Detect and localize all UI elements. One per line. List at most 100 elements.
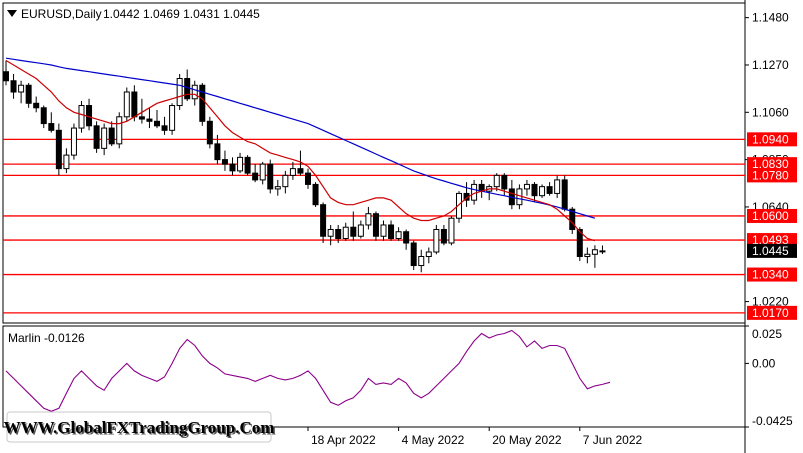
bull-candle — [342, 226, 349, 239]
bear-candle — [312, 183, 319, 206]
bull-candle — [584, 253, 591, 258]
bear-candle — [569, 208, 576, 230]
bear-candle — [531, 183, 538, 197]
price-tick-label: 1.0220 — [752, 295, 789, 309]
bull-candle — [259, 163, 266, 181]
watermark-text: WWW.GlobalFXTradingGroup.Com — [4, 418, 275, 437]
time-tick-label: 4 May 2022 — [402, 433, 465, 447]
level-tag-label: 1.0940 — [752, 132, 789, 146]
bull-candle — [169, 105, 176, 131]
bear-candle — [108, 127, 115, 145]
level-tag — [747, 305, 797, 320]
time-axis: 18 Apr 2022 4 May 2022 20 May 2022 7 Jun 20… — [307, 427, 643, 447]
bear-candle — [388, 224, 395, 239]
moving-averages — [5, 57, 596, 242]
bull-candle — [123, 91, 130, 118]
ohlc-readout: 1.0442 1.0469 1.0431 1.0445 — [103, 7, 260, 21]
bull-candle — [425, 251, 432, 258]
level-tag-label: 1.0340 — [752, 268, 789, 282]
bear-candle — [48, 123, 55, 131]
bull-candle — [289, 168, 296, 176]
bear-candle — [320, 204, 327, 237]
bear-candle — [33, 102, 40, 109]
time-tick-label: 18 Apr 2022 — [311, 433, 376, 447]
level-tag-label: 1.0780 — [752, 168, 789, 182]
bull-candle — [448, 217, 455, 244]
level-tag-label: 1.0830 — [752, 157, 789, 171]
bear-candle — [55, 129, 62, 170]
watermark-box — [6, 411, 272, 443]
level-tag — [747, 267, 797, 282]
level-tag — [747, 208, 797, 223]
bear-candle — [131, 91, 138, 118]
bear-candle — [410, 242, 417, 267]
bear-candle — [403, 231, 410, 244]
bull-candle — [456, 192, 462, 219]
bear-candle — [372, 213, 379, 237]
bear-candle — [350, 226, 357, 237]
bull-candle — [274, 186, 281, 190]
bull-candle — [116, 116, 123, 145]
bear-candle — [576, 228, 583, 258]
fast-moving-average-line — [5, 59, 596, 242]
level-tag — [747, 233, 797, 248]
level-tag-label: 1.0493 — [752, 233, 789, 247]
price-tick-label: 1.1270 — [752, 58, 789, 72]
level-tag — [747, 157, 797, 172]
bear-candle — [297, 168, 304, 174]
bull-candle — [70, 127, 77, 156]
bull-candle — [539, 186, 546, 197]
level-tag — [747, 132, 797, 147]
bull-candle — [380, 224, 387, 237]
bear-candle — [501, 174, 508, 190]
indicator-tick-label: 0.025 — [752, 327, 782, 341]
current-price-label: 1.0445 — [752, 244, 789, 258]
bear-candle — [546, 186, 553, 194]
bear-candle — [10, 80, 17, 93]
bull-candle — [493, 174, 500, 188]
bull-candle — [63, 154, 70, 170]
price-tick-label: 1.1480 — [752, 11, 789, 25]
bull-candle — [365, 213, 372, 226]
bull-candle — [237, 156, 244, 172]
bull-candle — [191, 84, 198, 100]
marlin-line — [5, 329, 611, 412]
bull-candle — [433, 228, 440, 253]
bear-candle — [93, 125, 100, 149]
bear-candle — [214, 143, 221, 161]
bear-candle — [305, 172, 311, 185]
bull-candle — [357, 224, 364, 237]
bear-candle — [221, 159, 228, 165]
bull-candle — [591, 249, 598, 255]
candlesticks — [3, 60, 606, 273]
bear-candle — [267, 163, 274, 190]
bear-candle — [146, 118, 153, 122]
level-tag-label: 1.0170 — [752, 306, 789, 320]
bear-candle — [229, 163, 236, 172]
bear-candle — [199, 84, 206, 122]
indicator-tick-label: -0.0425 — [752, 414, 793, 428]
bear-candle — [154, 120, 160, 127]
bull-candle — [395, 231, 402, 239]
bear-candle — [335, 228, 342, 239]
bear-candle — [3, 71, 9, 82]
price-tick-label: 1.1060 — [752, 105, 789, 119]
marlin-indicator-pane[interactable]: 0.025 0.00 -0.0425 — [2, 325, 793, 428]
bull-candle — [176, 77, 183, 107]
chart-menu-triangle-icon[interactable] — [7, 10, 17, 17]
bear-candle — [252, 172, 259, 181]
indicator-tick-label: 0.00 — [752, 356, 776, 370]
bear-candle — [25, 84, 32, 104]
bear-candle — [206, 120, 213, 145]
bear-candle — [244, 156, 251, 174]
bull-candle — [523, 183, 530, 190]
bull-candle — [599, 250, 606, 253]
bear-candle — [138, 116, 145, 120]
indicator-label: Marlin -0.0126 — [8, 331, 85, 345]
bear-candle — [40, 107, 47, 125]
level-tag-label: 1.0600 — [752, 209, 789, 223]
bull-candle — [101, 127, 108, 149]
level-tag — [747, 168, 797, 183]
